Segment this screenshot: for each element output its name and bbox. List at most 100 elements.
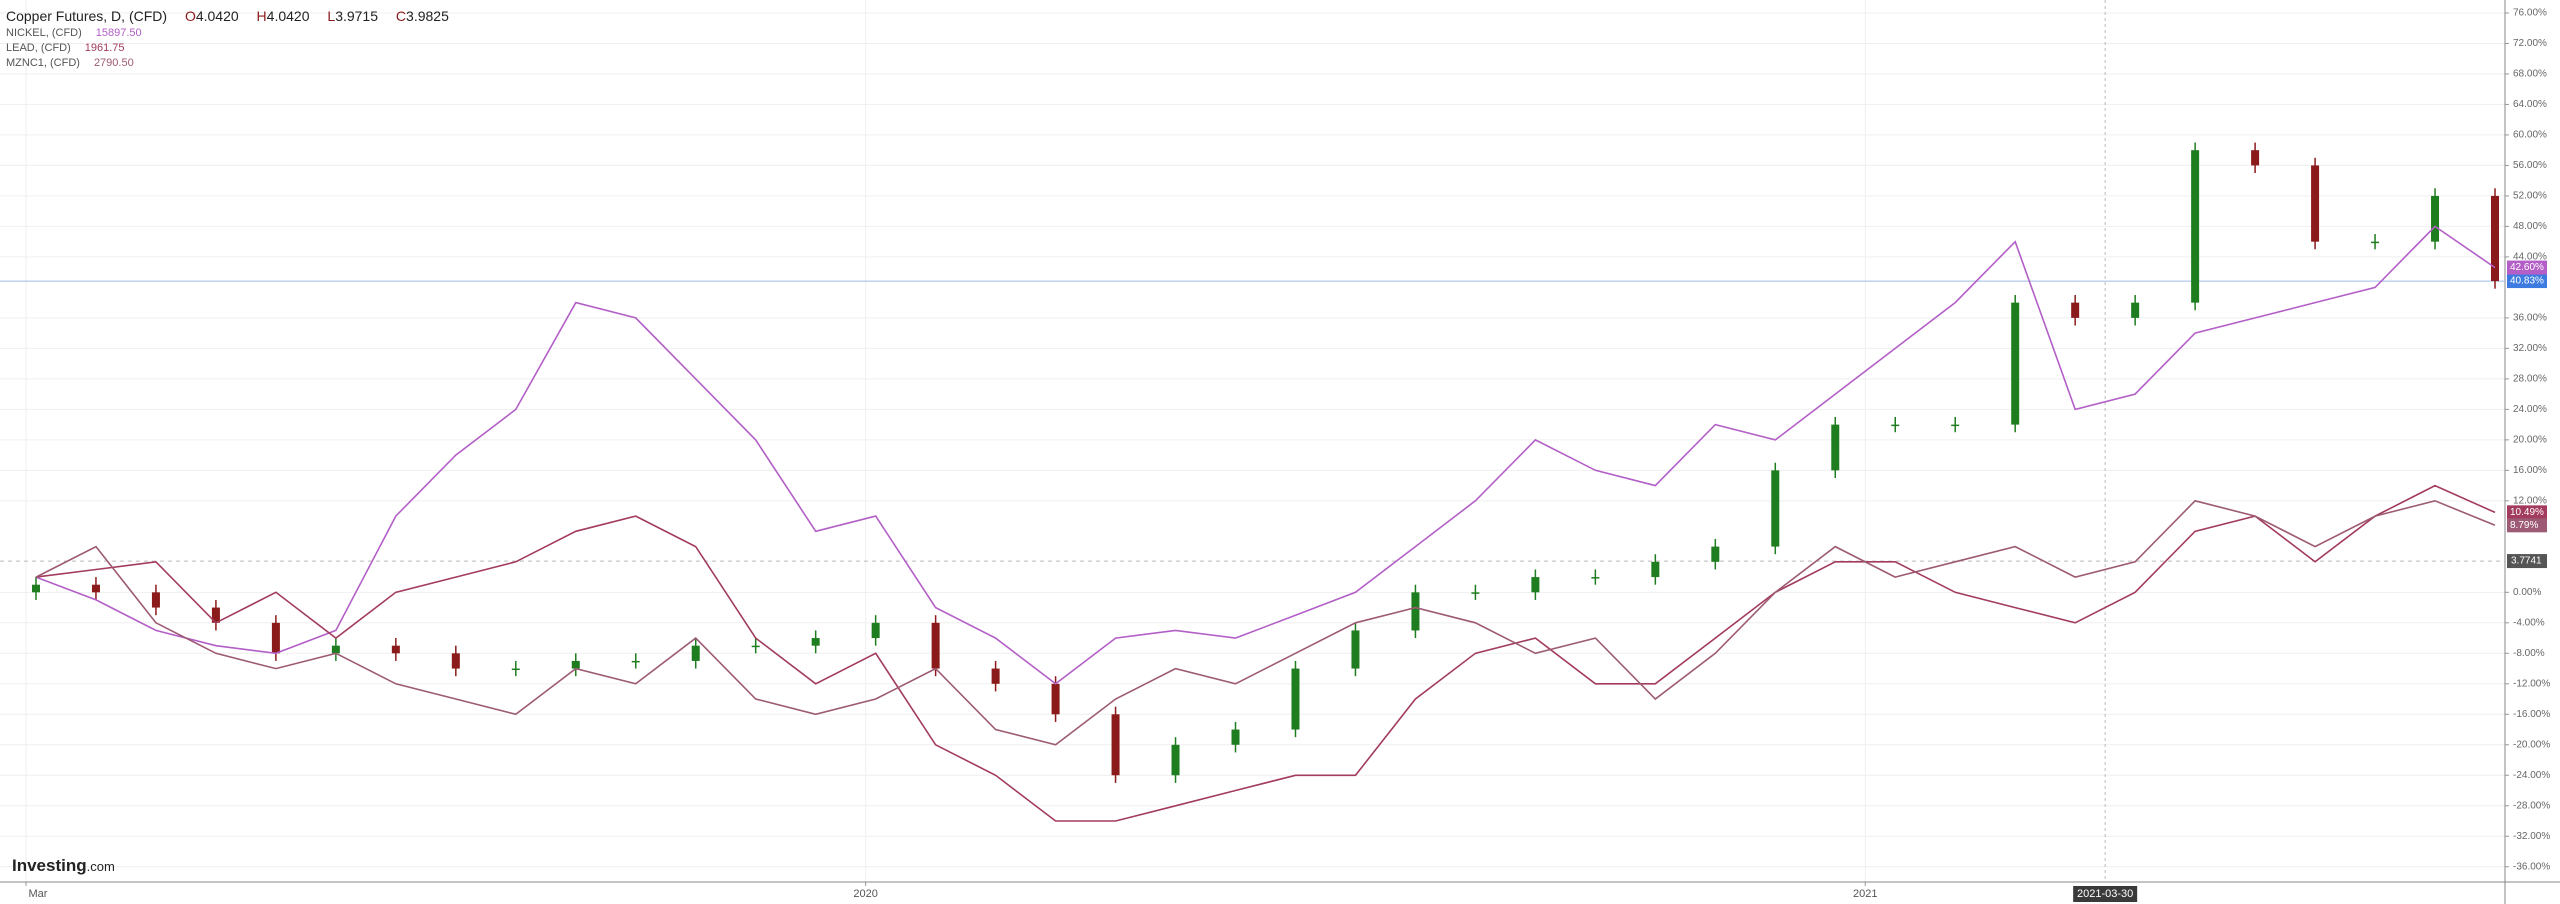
candle-body (1771, 470, 1780, 547)
candle-body (1591, 577, 1600, 579)
y-tick-label: 28.00% (2513, 374, 2547, 385)
y-tick-label: 0.00% (2513, 587, 2541, 598)
legend: Copper Futures, D, (CFD) O4.0420 H4.0420… (6, 8, 449, 72)
candle-body (2371, 241, 2380, 244)
candle-body (1171, 744, 1180, 776)
y-tick-label: -32.00% (2513, 831, 2550, 842)
reference-label: 3.7741 (2511, 556, 2542, 567)
candle-body (2131, 302, 2140, 318)
legend-row: NICKEL, (CFD) 15897.50 (6, 27, 449, 39)
ohlc-value: 3.9715 (335, 8, 379, 24)
candle-body (2251, 150, 2260, 166)
crosshair-label: 2021-03-30 (2077, 888, 2133, 900)
ohlc-letter: O (184, 8, 196, 24)
y-tick-label: -20.00% (2513, 739, 2550, 750)
last-value-label-bg (2507, 505, 2547, 520)
candle-body (451, 653, 460, 669)
y-tick-label: -4.00% (2513, 617, 2545, 628)
y-tick-label: 60.00% (2513, 130, 2547, 141)
last-value-label: 40.83% (2510, 276, 2544, 287)
candle-body (2011, 302, 2020, 425)
y-tick-label: 76.00% (2513, 8, 2547, 19)
candle-body (2491, 195, 2500, 282)
candle-body (2431, 195, 2440, 242)
legend-price: 1961.75 (84, 42, 125, 54)
chart-title: Copper Futures, D, (CFD) (6, 8, 168, 24)
candle-body (1831, 424, 1840, 471)
y-tick-label: 64.00% (2513, 99, 2547, 110)
series-line (35, 499, 2496, 746)
candle-body (931, 622, 940, 669)
candle-body (1351, 630, 1360, 669)
y-tick-label: -12.00% (2513, 678, 2550, 689)
candle-body (1051, 683, 1060, 715)
candle-body (1711, 546, 1720, 562)
series-line (35, 484, 2496, 822)
legend-row: LEAD, (CFD) 1961.75 (6, 42, 449, 54)
legend-price: 15897.50 (95, 27, 142, 39)
legend-main: Copper Futures, D, (CFD) O4.0420 H4.0420… (6, 8, 449, 24)
y-tick-label: 20.00% (2513, 434, 2547, 445)
candle-body (691, 645, 700, 661)
candle-body (211, 607, 220, 623)
candle-body (871, 622, 880, 639)
candle-body (271, 622, 280, 654)
last-value-label: 8.79% (2510, 520, 2538, 531)
crosshair-label-bg (2073, 886, 2138, 902)
y-tick-label: 32.00% (2513, 343, 2547, 354)
y-tick-label: 68.00% (2513, 69, 2547, 80)
legend-name: LEAD, (CFD) (6, 42, 71, 54)
legend-row: MZNC1, (CFD) 2790.50 (6, 57, 449, 69)
candle-body (1411, 592, 1420, 631)
candle-body (631, 660, 640, 663)
candle-body (571, 660, 580, 669)
ohlc-letter: H (256, 8, 267, 24)
x-tick-label: 2020 (853, 888, 877, 900)
candle-body (31, 584, 40, 593)
legend-name: MZNC1, (CFD) (6, 57, 80, 69)
ohlc-value: 4.0420 (266, 8, 310, 24)
ohlc-value: 4.0420 (195, 8, 239, 24)
x-tick-label: Mar (29, 888, 48, 900)
candle-body (151, 592, 160, 608)
candle-body (1531, 577, 1540, 593)
last-value-label: 10.49% (2510, 507, 2544, 518)
candle-body (1891, 424, 1900, 427)
candle-body (991, 668, 1000, 684)
y-tick-label: -36.00% (2513, 861, 2550, 872)
y-tick-label: -16.00% (2513, 709, 2550, 720)
y-tick-label: 24.00% (2513, 404, 2547, 415)
legend-price: 2790.50 (93, 57, 134, 69)
last-value-label-bg (2507, 260, 2547, 275)
x-tick-label: 2021 (1853, 888, 1877, 900)
reference-label-bg (2507, 554, 2547, 569)
candle-body (511, 668, 520, 671)
candle-body (1471, 592, 1480, 594)
candle-body (1291, 668, 1300, 730)
logo: Investing.com (12, 856, 115, 876)
y-tick-label: -28.00% (2513, 800, 2550, 811)
y-tick-label: 56.00% (2513, 160, 2547, 171)
candle-body (331, 645, 340, 654)
ohlc-value: 3.9825 (406, 8, 449, 24)
y-tick-label: 72.00% (2513, 38, 2547, 49)
ohlc-letter: C (395, 8, 407, 24)
logo-suffix: .com (86, 859, 115, 874)
candle-body (91, 584, 100, 593)
candle-body (2071, 302, 2080, 318)
legend-name: NICKEL, (CFD) (6, 27, 82, 39)
last-value-label-bg (2507, 274, 2547, 289)
candle-body (1231, 729, 1240, 745)
y-tick-label: -8.00% (2513, 648, 2545, 659)
y-tick-label: 52.00% (2513, 191, 2547, 202)
candle-body (811, 638, 820, 646)
logo-text: Investing (12, 856, 87, 875)
ohlc-letter: L (327, 8, 336, 24)
y-tick-label: 44.00% (2513, 252, 2547, 263)
candle-body (391, 645, 400, 654)
y-tick-label: 48.00% (2513, 221, 2547, 232)
candle-body (751, 645, 760, 648)
y-tick-label: 36.00% (2513, 313, 2547, 324)
